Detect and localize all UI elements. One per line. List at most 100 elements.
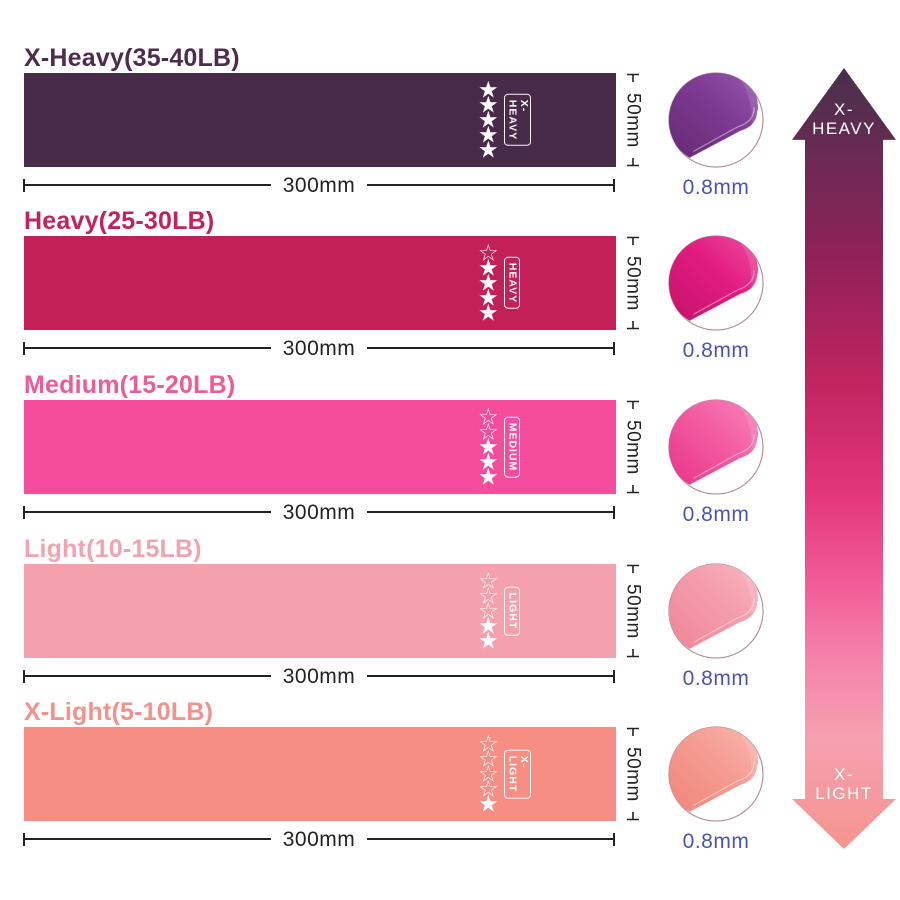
band-row-light: Light(10-15LB) ☆ ☆ ☆ ★ ★ LIGHT 50mm 300m… bbox=[0, 537, 900, 700]
height-dimension-label: 50mm bbox=[622, 419, 644, 475]
star-icon: ☆ bbox=[478, 745, 499, 772]
band-swatch: ☆ ☆ ☆ ★ ★ LIGHT bbox=[24, 564, 616, 658]
height-dimension-label: 50mm bbox=[622, 255, 644, 311]
dimension-tick-icon bbox=[23, 832, 25, 846]
thickness-photo bbox=[667, 725, 765, 823]
star-rating: ★ ★ ★ ★ ★ bbox=[478, 76, 499, 161]
star-icon: ☆ bbox=[478, 403, 499, 430]
width-dimension: 300mm bbox=[23, 500, 615, 524]
star-icon: ☆ bbox=[478, 239, 499, 266]
dimension-tick-icon bbox=[627, 648, 639, 658]
dimension-tick-icon bbox=[627, 320, 639, 330]
folded-band-icon bbox=[668, 563, 764, 659]
dimension-line bbox=[25, 675, 271, 677]
star-icon: ★ bbox=[478, 121, 499, 148]
scale-bottom-line2: LIGHT bbox=[815, 784, 873, 803]
star-icon: ★ bbox=[478, 284, 499, 311]
star-icon: ★ bbox=[478, 612, 499, 639]
band-swatch: ★ ★ ★ ★ ★ X-HEAVY bbox=[24, 73, 616, 167]
star-icon: ★ bbox=[478, 790, 499, 817]
dimension-tick-icon bbox=[627, 727, 639, 736]
thickness-label: 0.8mm bbox=[682, 503, 750, 526]
star-rating: ☆ ★ ★ ★ ★ bbox=[478, 239, 499, 326]
dimension-tick-icon bbox=[627, 484, 639, 494]
height-dimension-label: 50mm bbox=[622, 583, 644, 639]
dimension-tick-icon bbox=[23, 669, 25, 683]
height-dimension: 50mm bbox=[619, 400, 647, 494]
dimension-tick-icon bbox=[613, 505, 615, 519]
dimension-line bbox=[367, 511, 613, 513]
star-icon: ★ bbox=[478, 269, 499, 296]
width-dimension-label: 300mm bbox=[282, 336, 356, 360]
star-icon: ★ bbox=[478, 106, 499, 133]
dimension-tick-icon bbox=[627, 400, 639, 409]
band-title: Heavy(25-30LB) bbox=[24, 207, 215, 235]
width-dimension-label: 300mm bbox=[282, 173, 356, 197]
star-icon: ☆ bbox=[478, 582, 499, 609]
width-dimension: 300mm bbox=[23, 336, 615, 360]
folded-band-icon bbox=[668, 726, 764, 822]
dimension-tick-icon bbox=[23, 341, 25, 355]
band-tag-label: MEDIUM bbox=[504, 416, 520, 478]
band-swatch: ☆ ★ ★ ★ ★ HEAVY bbox=[24, 236, 616, 330]
star-icon: ★ bbox=[478, 433, 499, 460]
thickness-photo bbox=[667, 562, 765, 660]
star-icon: ★ bbox=[478, 299, 499, 326]
star-rating: ☆ ☆ ☆ ★ ★ bbox=[478, 567, 499, 652]
star-icon: ☆ bbox=[478, 418, 499, 445]
dimension-line bbox=[367, 184, 613, 186]
star-rating: ☆ ☆ ☆ ☆ ★ bbox=[478, 730, 499, 817]
star-icon: ☆ bbox=[478, 730, 499, 757]
band-tag-label: HEAVY bbox=[504, 256, 520, 310]
band-swatch: ☆ ☆ ★ ★ ★ MEDIUM bbox=[24, 400, 616, 494]
star-rating: ☆ ☆ ★ ★ ★ bbox=[478, 403, 499, 488]
star-icon: ☆ bbox=[478, 597, 499, 624]
width-dimension-label: 300mm bbox=[282, 500, 356, 524]
band-row-medium: Medium(15-20LB) ☆ ☆ ★ ★ ★ MEDIUM 50mm 30… bbox=[0, 373, 900, 536]
star-icon: ☆ bbox=[478, 760, 499, 787]
star-icon: ★ bbox=[478, 91, 499, 118]
dimension-tick-icon bbox=[613, 832, 615, 846]
band-title: Light(10-15LB) bbox=[24, 535, 202, 563]
dimension-line bbox=[367, 838, 613, 840]
star-icon: ☆ bbox=[478, 775, 499, 802]
band-tag-label: X-LIGHT bbox=[504, 749, 532, 799]
dimension-tick-icon bbox=[23, 505, 25, 519]
band-row-x-heavy: X-Heavy(35-40LB) ★ ★ ★ ★ ★ X-HEAVY 50mm … bbox=[0, 46, 900, 209]
folded-band-icon bbox=[668, 399, 764, 495]
width-dimension-label: 300mm bbox=[282, 664, 356, 688]
scale-top-line2: HEAVY bbox=[812, 119, 876, 138]
dimension-line bbox=[25, 347, 271, 349]
height-dimension-label: 50mm bbox=[622, 92, 644, 148]
scale-top-label: X- HEAVY bbox=[792, 100, 896, 138]
dimension-tick-icon bbox=[627, 564, 639, 573]
width-dimension: 300mm bbox=[23, 664, 615, 688]
dimension-tick-icon bbox=[627, 157, 639, 167]
star-icon: ★ bbox=[478, 76, 499, 103]
dimension-tick-icon bbox=[23, 178, 25, 192]
star-icon: ☆ bbox=[478, 567, 499, 594]
thickness-label: 0.8mm bbox=[682, 667, 750, 690]
dimension-tick-icon bbox=[627, 811, 639, 821]
height-dimension-label: 50mm bbox=[622, 746, 644, 802]
star-icon: ★ bbox=[478, 448, 499, 475]
thickness-photo bbox=[667, 234, 765, 332]
thickness-photo bbox=[667, 398, 765, 496]
height-dimension: 50mm bbox=[619, 236, 647, 330]
band-tag-label: X-HEAVY bbox=[504, 93, 532, 147]
scale-bottom-line1: X- bbox=[834, 765, 854, 784]
dimension-line bbox=[367, 675, 613, 677]
star-icon: ★ bbox=[478, 254, 499, 281]
thickness-photo bbox=[667, 71, 765, 169]
band-title: X-Heavy(35-40LB) bbox=[24, 44, 240, 72]
dimension-line bbox=[25, 511, 271, 513]
scale-top-line1: X- bbox=[834, 100, 854, 119]
thickness-label: 0.8mm bbox=[682, 830, 750, 853]
band-title: Medium(15-20LB) bbox=[24, 371, 236, 399]
width-dimension: 300mm bbox=[23, 173, 615, 197]
folded-band-icon bbox=[668, 72, 764, 168]
folded-band-icon bbox=[668, 235, 764, 331]
height-dimension: 50mm bbox=[619, 564, 647, 658]
height-dimension: 50mm bbox=[619, 727, 647, 821]
